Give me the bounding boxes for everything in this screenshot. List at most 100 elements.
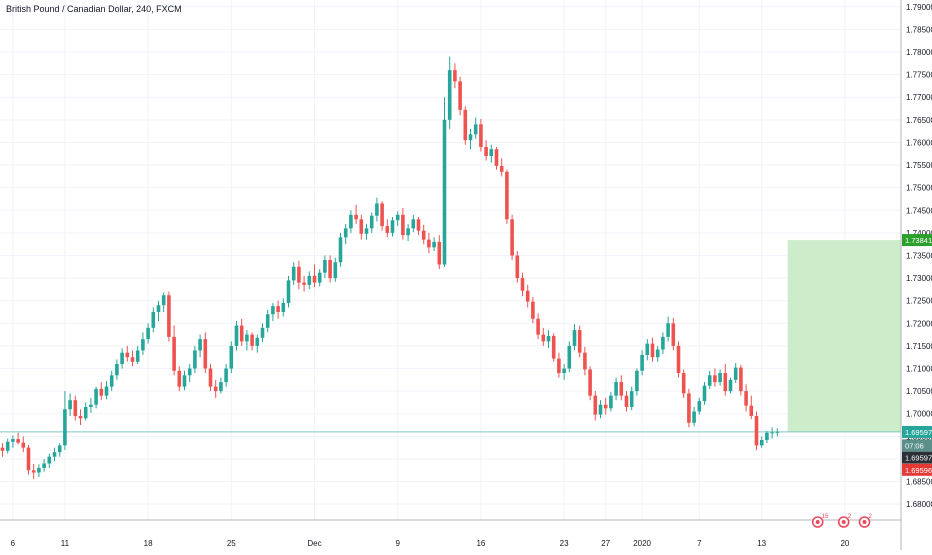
candle-body[interactable] <box>489 149 494 156</box>
candle-body[interactable] <box>557 358 561 374</box>
candle-body[interactable] <box>250 334 254 346</box>
candle-body[interactable] <box>291 266 296 281</box>
candle-body[interactable] <box>692 411 696 423</box>
candle-body[interactable] <box>323 260 327 273</box>
candle-body[interactable] <box>416 219 421 231</box>
candle-body[interactable] <box>515 255 520 279</box>
candle-body[interactable] <box>151 312 156 328</box>
candle-body[interactable] <box>562 368 566 374</box>
candle-body[interactable] <box>505 171 509 220</box>
candle-body[interactable] <box>125 352 130 358</box>
candle-body[interactable] <box>619 382 624 396</box>
candle-body[interactable] <box>364 228 369 234</box>
candle-body[interactable] <box>479 124 483 147</box>
candle-body[interactable] <box>494 149 499 166</box>
candle-body[interactable] <box>193 350 197 369</box>
candle-body[interactable] <box>421 230 426 240</box>
candle-body[interactable] <box>484 146 488 156</box>
candle-body[interactable] <box>645 343 650 355</box>
candle-body[interactable] <box>11 439 15 442</box>
candle-body[interactable] <box>187 368 192 376</box>
candle-body[interactable] <box>541 334 546 342</box>
candle-body[interactable] <box>229 345 234 369</box>
candle-body[interactable] <box>333 262 338 279</box>
candle-body[interactable] <box>723 373 728 392</box>
candle-body[interactable] <box>728 379 733 392</box>
candle-body[interactable] <box>63 409 67 446</box>
candle-body[interactable] <box>177 370 182 387</box>
candle-body[interactable] <box>57 445 62 453</box>
candle-body[interactable] <box>463 109 468 141</box>
candle-body[interactable] <box>676 345 681 374</box>
candle-body[interactable] <box>161 295 166 306</box>
candle-body[interactable] <box>328 260 332 279</box>
candle-body[interactable] <box>167 295 171 337</box>
candle-body[interactable] <box>5 441 10 451</box>
candle-body[interactable] <box>349 214 353 229</box>
candle-body[interactable] <box>614 382 618 396</box>
candle-body[interactable] <box>130 357 135 362</box>
candle-body[interactable] <box>546 335 551 342</box>
candle-body[interactable] <box>681 373 686 394</box>
candle-body[interactable] <box>572 330 577 346</box>
candle-body[interactable] <box>458 81 462 110</box>
candle-body[interactable] <box>213 386 218 392</box>
candle-body[interactable] <box>432 241 436 248</box>
candle-body[interactable] <box>775 431 780 433</box>
candle-body[interactable] <box>551 335 556 359</box>
candle-body[interactable] <box>255 337 260 346</box>
candle-body[interactable] <box>198 339 202 351</box>
candle-body[interactable] <box>442 119 447 265</box>
candle-body[interactable] <box>208 368 213 387</box>
candle-body[interactable] <box>671 323 676 346</box>
candle-body[interactable] <box>73 400 78 416</box>
candle-body[interactable] <box>146 327 150 340</box>
candle-body[interactable] <box>172 336 176 371</box>
candle-body[interactable] <box>21 442 26 448</box>
candle-body[interactable] <box>390 220 395 233</box>
candle-body[interactable] <box>510 219 514 256</box>
candle-body[interactable] <box>109 375 114 387</box>
candle-body[interactable] <box>265 314 270 328</box>
candle-body[interactable] <box>744 391 748 406</box>
candle-body[interactable] <box>245 334 249 342</box>
candle-body[interactable] <box>473 124 478 135</box>
candle-body[interactable] <box>239 325 244 342</box>
candle-body[interactable] <box>224 368 228 383</box>
candle-body[interactable] <box>297 266 301 283</box>
candle-body[interactable] <box>759 439 764 446</box>
candle-body[interactable] <box>593 395 598 415</box>
candle-body[interactable] <box>0 447 5 451</box>
candle-body[interactable] <box>629 391 634 407</box>
candle-body[interactable] <box>650 343 655 358</box>
candle-body[interactable] <box>99 388 104 396</box>
candle-body[interactable] <box>765 432 769 440</box>
candle-body[interactable] <box>525 290 530 302</box>
candle-body[interactable] <box>89 404 93 407</box>
candle-body[interactable] <box>271 306 275 315</box>
candle-body[interactable] <box>37 468 41 473</box>
candle-body[interactable] <box>343 228 348 238</box>
candle-body[interactable] <box>276 306 280 312</box>
candle-body[interactable] <box>104 386 109 396</box>
candle-body[interactable] <box>52 452 57 457</box>
candle-body[interactable] <box>359 219 364 234</box>
candle-body[interactable] <box>718 373 722 383</box>
candle-body[interactable] <box>338 237 343 263</box>
candle-body[interactable] <box>94 388 98 405</box>
candle-body[interactable] <box>697 401 702 412</box>
candle-body[interactable] <box>42 463 46 468</box>
candle-body[interactable] <box>16 439 20 443</box>
candle-body[interactable] <box>135 350 140 362</box>
candle-body[interactable] <box>401 214 405 236</box>
candle-body[interactable] <box>120 352 124 364</box>
candle-body[interactable] <box>499 165 504 172</box>
target-zone[interactable] <box>787 240 901 432</box>
candle-body[interactable] <box>26 447 31 471</box>
candle-body[interactable] <box>427 239 431 248</box>
candle-body[interactable] <box>603 404 608 409</box>
candle-body[interactable] <box>567 345 572 369</box>
candle-body[interactable] <box>666 323 670 337</box>
candle-body[interactable] <box>598 404 603 415</box>
